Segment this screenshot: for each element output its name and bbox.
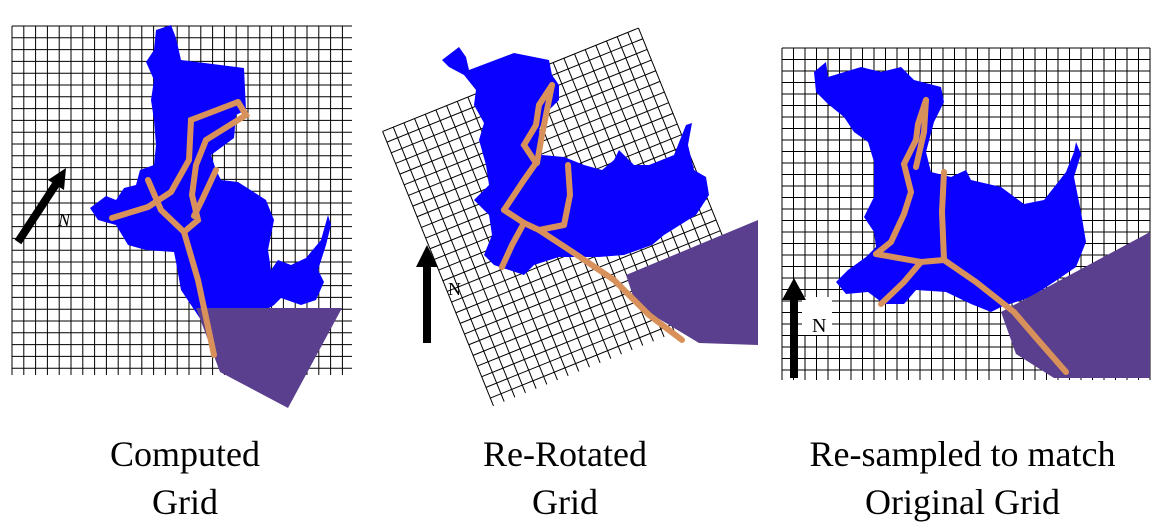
- caption-line-2: Grid: [532, 482, 598, 522]
- caption-line-2: Grid: [152, 482, 218, 522]
- north-label: N: [448, 279, 461, 299]
- river-network: [499, 82, 685, 343]
- ocean-polygon: [196, 308, 342, 408]
- grid-line: [403, 122, 516, 398]
- caption-line-1: Re-sampled to match: [809, 434, 1116, 474]
- north-arrow: [416, 245, 438, 343]
- north-label: N: [57, 210, 71, 230]
- caption-computed-grid: Computed Grid: [40, 430, 330, 526]
- grid-line: [464, 230, 721, 335]
- caption-resampled-grid: Re-sampled to match Original Grid: [770, 430, 1155, 526]
- grid-line: [414, 118, 526, 394]
- grid-line: [382, 131, 494, 407]
- caption-re-rotated-grid: Re-Rotated Grid: [420, 430, 710, 526]
- caption-line-2: Original Grid: [865, 482, 1060, 522]
- water-body: [442, 47, 709, 275]
- grid-line: [459, 219, 717, 324]
- caption-line-1: Re-Rotated: [483, 434, 647, 474]
- grid-line: [424, 114, 537, 389]
- ocean-polygon: [626, 220, 758, 345]
- grid-line: [392, 126, 505, 402]
- resampled-grid-panel: N: [781, 47, 1151, 380]
- re-rotated-grid-panel: N: [382, 27, 758, 407]
- computed-grid-panel: N: [11, 25, 352, 408]
- north-arrow: [782, 278, 832, 378]
- caption-line-1: Computed: [110, 434, 260, 474]
- north-arrow: [14, 168, 66, 245]
- river-network: [873, 97, 1069, 375]
- water-body: [814, 62, 1086, 312]
- river-network: [109, 99, 251, 358]
- north-label: N: [812, 315, 826, 337]
